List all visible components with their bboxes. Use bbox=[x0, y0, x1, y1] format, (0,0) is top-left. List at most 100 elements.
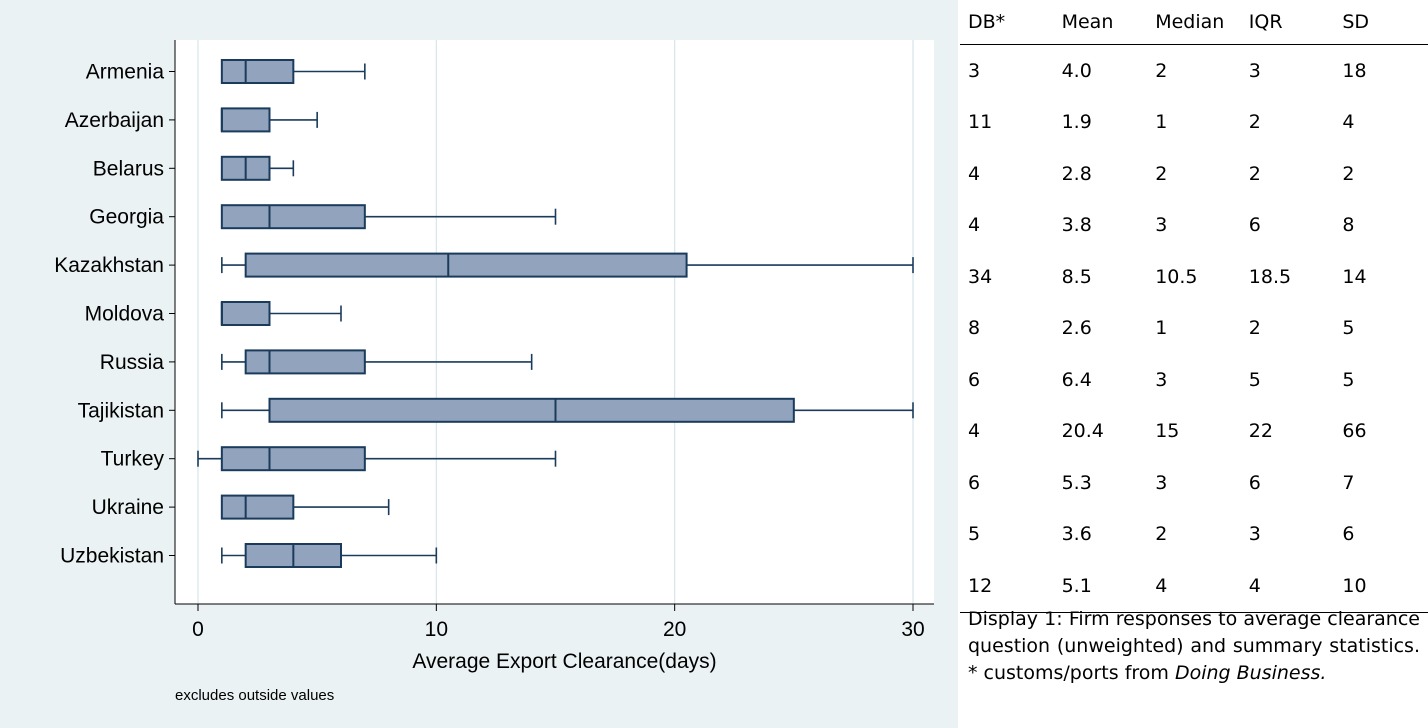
table-cell: 6 bbox=[968, 368, 981, 391]
table-cell: 2.8 bbox=[1061, 162, 1092, 185]
chart-panel: 0 10 20 30 Average Export Clearance(days) exc… bbox=[0, 0, 958, 728]
table-row: 34 8.5 10.5 18.5 14 bbox=[960, 251, 1428, 303]
category-label: Tajikistan bbox=[78, 399, 164, 422]
column-header: IQR bbox=[1240, 0, 1335, 45]
table-cell: 2 bbox=[1342, 162, 1355, 185]
table-cell: 18.5 bbox=[1248, 265, 1292, 288]
table-body: 3 4.0 2 3 18 11 1.9 1 2 4 4 2.8 2 2 2 4 3.8 3 6 8 34 8.5 10.5 1… bbox=[960, 45, 1428, 613]
table-cell: 4 bbox=[968, 162, 981, 185]
box-georgia bbox=[220, 204, 366, 230]
table-cell: 8 bbox=[968, 317, 981, 340]
category-label: Georgia bbox=[89, 206, 164, 229]
category-label: Azerbaijan bbox=[65, 109, 164, 132]
table-cell: 10.5 bbox=[1155, 265, 1198, 288]
table-cell: 5 bbox=[1248, 368, 1261, 391]
box-tajikistan bbox=[268, 397, 795, 423]
table-cell: 10 bbox=[1334, 560, 1428, 613]
box-kazakhstan bbox=[244, 252, 688, 278]
category-label: Kazakhstan bbox=[54, 254, 164, 277]
box-armenia bbox=[220, 59, 295, 84]
table-cell: 3 bbox=[968, 59, 981, 82]
table-cell: 6 bbox=[1248, 214, 1261, 237]
table-cell: 4 bbox=[1240, 560, 1335, 613]
table-cell: 6.4 bbox=[1061, 368, 1092, 391]
table-cell: 8 bbox=[1342, 214, 1355, 237]
table-cell: 11 bbox=[968, 111, 993, 134]
table-cell: 5 bbox=[1342, 317, 1355, 340]
table-cell: 4 bbox=[968, 420, 981, 443]
category-label: Turkey bbox=[101, 448, 165, 471]
table-cell: 2 bbox=[1248, 162, 1261, 185]
chart-note: excludes outside values bbox=[175, 687, 334, 704]
x-tick-label: 0 bbox=[192, 618, 204, 641]
x-tick-label: 30 bbox=[901, 618, 924, 641]
table-cell: 1.9 bbox=[1061, 111, 1092, 134]
table-cell: 7 bbox=[1342, 471, 1355, 494]
table-cell: 4 bbox=[1147, 560, 1241, 613]
box-ukraine bbox=[220, 494, 295, 520]
table-cell: 34 bbox=[968, 265, 993, 288]
table-cell: 4 bbox=[1342, 111, 1355, 134]
table-cell: 4.0 bbox=[1061, 59, 1092, 82]
table-cell: 14 bbox=[1342, 265, 1367, 288]
table-cell: 3 bbox=[1155, 368, 1168, 391]
table-cell: 6 bbox=[968, 471, 981, 494]
table-cell: 2 bbox=[1155, 523, 1168, 546]
table-cell: 3 bbox=[1248, 59, 1261, 82]
x-tick-label: 10 bbox=[425, 618, 448, 641]
table-cell: 3 bbox=[1155, 214, 1168, 237]
category-label: Belarus bbox=[93, 157, 164, 180]
box-moldova bbox=[220, 301, 271, 326]
column-header: SD bbox=[1334, 0, 1428, 45]
table-row: 5 3.6 2 3 6 bbox=[960, 509, 1428, 561]
table-row: 12 5.1 4 4 10 bbox=[960, 560, 1428, 613]
figure-caption: Display 1: Firm responses to average cle… bbox=[968, 606, 1420, 687]
table-cell: 6 bbox=[1248, 471, 1261, 494]
table-cell: 3 bbox=[1248, 523, 1261, 546]
table-row: 6 5.3 3 6 7 bbox=[960, 457, 1428, 509]
table-cell: 3.6 bbox=[1061, 523, 1092, 546]
column-header: Median bbox=[1147, 0, 1241, 45]
table-cell: 12 bbox=[960, 560, 1054, 613]
table-cell: 2 bbox=[1248, 111, 1261, 134]
table-cell: 5.1 bbox=[1053, 560, 1148, 613]
table-cell: 2 bbox=[1155, 162, 1168, 185]
table-cell: 5 bbox=[968, 523, 981, 546]
column-header: Mean bbox=[1053, 0, 1148, 45]
table-cell: 22 bbox=[1248, 420, 1273, 443]
table-row: 4 20.4 15 22 66 bbox=[960, 406, 1428, 458]
caption-text: Display 1: Firm responses to average cle… bbox=[968, 608, 1420, 684]
table-cell: 2 bbox=[1248, 317, 1261, 340]
table-cell: 2.6 bbox=[1061, 317, 1092, 340]
table-row: 8 2.6 1 2 5 bbox=[960, 303, 1428, 355]
column-header: DB* bbox=[960, 0, 1054, 45]
table-row: 4 3.8 3 6 8 bbox=[960, 200, 1428, 252]
table-cell: 15 bbox=[1155, 420, 1180, 443]
table-cell: 5.3 bbox=[1061, 471, 1092, 494]
category-label: Ukraine bbox=[92, 496, 164, 519]
table-cell: 20.4 bbox=[1061, 420, 1104, 443]
plot-area bbox=[175, 40, 934, 604]
table-cell: 2 bbox=[1155, 59, 1168, 82]
box-turkey bbox=[220, 446, 366, 472]
category-label: Moldova bbox=[85, 303, 165, 326]
table-cell: 5 bbox=[1342, 368, 1355, 391]
table-row: 4 2.8 2 2 2 bbox=[960, 148, 1428, 200]
box-russia bbox=[244, 349, 366, 375]
box-azerbaijan bbox=[220, 107, 271, 133]
table-row: 11 1.9 1 2 4 bbox=[960, 97, 1428, 149]
x-tick-label: 20 bbox=[663, 618, 686, 641]
category-label: Uzbekistan bbox=[60, 545, 164, 568]
table-cell: 3.8 bbox=[1061, 214, 1092, 237]
category-label: Russia bbox=[100, 351, 165, 374]
x-axis-label: Average Export Clearance(days) bbox=[412, 650, 716, 673]
table-cell: 1 bbox=[1155, 111, 1168, 134]
boxplot-chart: 0 10 20 30 Average Export Clearance(days) exc… bbox=[54, 40, 934, 704]
table-row: 6 6.4 3 5 5 bbox=[960, 354, 1428, 406]
summary-statistics-table: DB* Mean Median IQR SD 3 4.0 2 3 18 11 1.9 1 2 4 4 2.8 2… bbox=[960, 0, 1428, 613]
category-label: Armenia bbox=[86, 61, 165, 84]
table-row: 3 4.0 2 3 18 bbox=[960, 45, 1428, 97]
table-cell: 6 bbox=[1342, 523, 1355, 546]
table-cell: 4 bbox=[968, 214, 981, 237]
table-cell: 3 bbox=[1155, 471, 1168, 494]
